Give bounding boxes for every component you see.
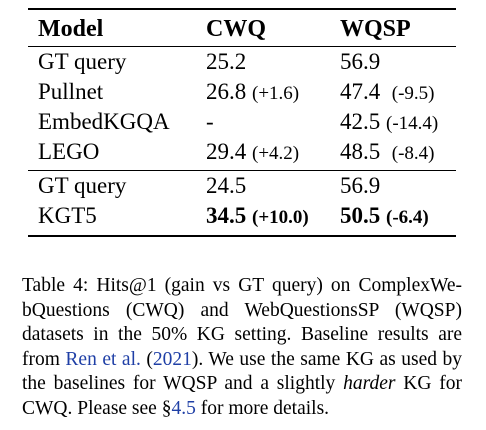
cwq-gain: (+1.6): [252, 83, 300, 104]
header-cwq: CWQ: [206, 16, 266, 42]
table-caption: Table 4: Hits@1 (gain vs GT query) on Co…: [22, 274, 462, 421]
cwq-value: 25.2: [206, 49, 247, 74]
header-rule: [28, 46, 456, 47]
group-rule: [28, 170, 456, 171]
caption-line: CWQ. Please see §4.5 for more details.: [22, 397, 330, 419]
caption-line: from Ren et al. (2021). We use the same …: [22, 348, 463, 370]
table-header-row: Model CWQ WQSP: [28, 10, 456, 46]
table-row: Pullnet 26.8 (+1.6) 47.4 (-9.5): [28, 77, 456, 107]
wqsp-gain: (-6.4): [386, 207, 429, 228]
table-row: KGT5 34.5 (+10.0) 50.5 (-6.4): [28, 201, 456, 231]
model-name: GT query: [38, 49, 127, 74]
caption-line: Table 4: Hits@1 (gain vs GT query) on Co…: [22, 275, 462, 296]
cwq-gain: (+10.0): [252, 207, 309, 228]
citation-link[interactable]: Ren et al.: [65, 348, 141, 370]
table-row: GT query 24.5 56.9: [28, 171, 456, 201]
wqsp-value: 48.5 (-8.4): [340, 139, 435, 164]
bottom-rule: [28, 235, 456, 237]
top-rule: [28, 8, 456, 10]
caption-line: the baselines for WQSP and a slightly ha…: [22, 373, 463, 394]
cwq-value: 26.8 (+1.6): [206, 79, 300, 104]
citation-year-link[interactable]: 2021: [152, 348, 192, 370]
model-name: LEGO: [38, 139, 100, 164]
model-name: GT query: [38, 173, 127, 198]
table-row: EmbedKGQA - 42.5 (-14.4): [28, 107, 456, 137]
cwq-value: 34.5 (+10.0): [206, 203, 309, 228]
cwq-value: -: [206, 109, 214, 134]
wqsp-gain: (-9.5): [391, 83, 435, 104]
cwq-gain: (+4.2): [252, 143, 300, 164]
wqsp-value: 56.9: [340, 173, 381, 198]
table-row: GT query 25.2 56.9: [28, 47, 456, 77]
header-model: Model: [38, 16, 104, 42]
section-link[interactable]: 4.5: [171, 397, 196, 419]
model-name: KGT5: [38, 203, 97, 228]
caption-line: bQuestions (CWQ) and WebQuestionsSP (WQS…: [22, 299, 462, 321]
wqsp-value: 47.4 (-9.5): [340, 79, 435, 104]
wqsp-gain: (-8.4): [391, 143, 435, 164]
model-name: Pullnet: [38, 79, 104, 104]
emphasis-text: harder: [343, 373, 396, 394]
wqsp-gain: (-14.4): [386, 113, 439, 134]
cwq-value: 24.5: [206, 173, 247, 198]
caption-line: datasets in the 50% KG setting. Baseline…: [22, 324, 462, 345]
header-wqsp: WQSP: [340, 16, 411, 42]
cwq-value: 29.4 (+4.2): [206, 139, 300, 164]
table-row: LEGO 29.4 (+4.2) 48.5 (-8.4): [28, 137, 456, 167]
results-table: Model CWQ WQSP GT query 25.2 56.9 Pullne…: [28, 8, 456, 237]
wqsp-value: 42.5 (-14.4): [340, 109, 439, 134]
wqsp-value: 50.5 (-6.4): [340, 203, 429, 228]
model-name: EmbedKGQA: [38, 109, 170, 134]
wqsp-value: 56.9: [340, 49, 381, 74]
